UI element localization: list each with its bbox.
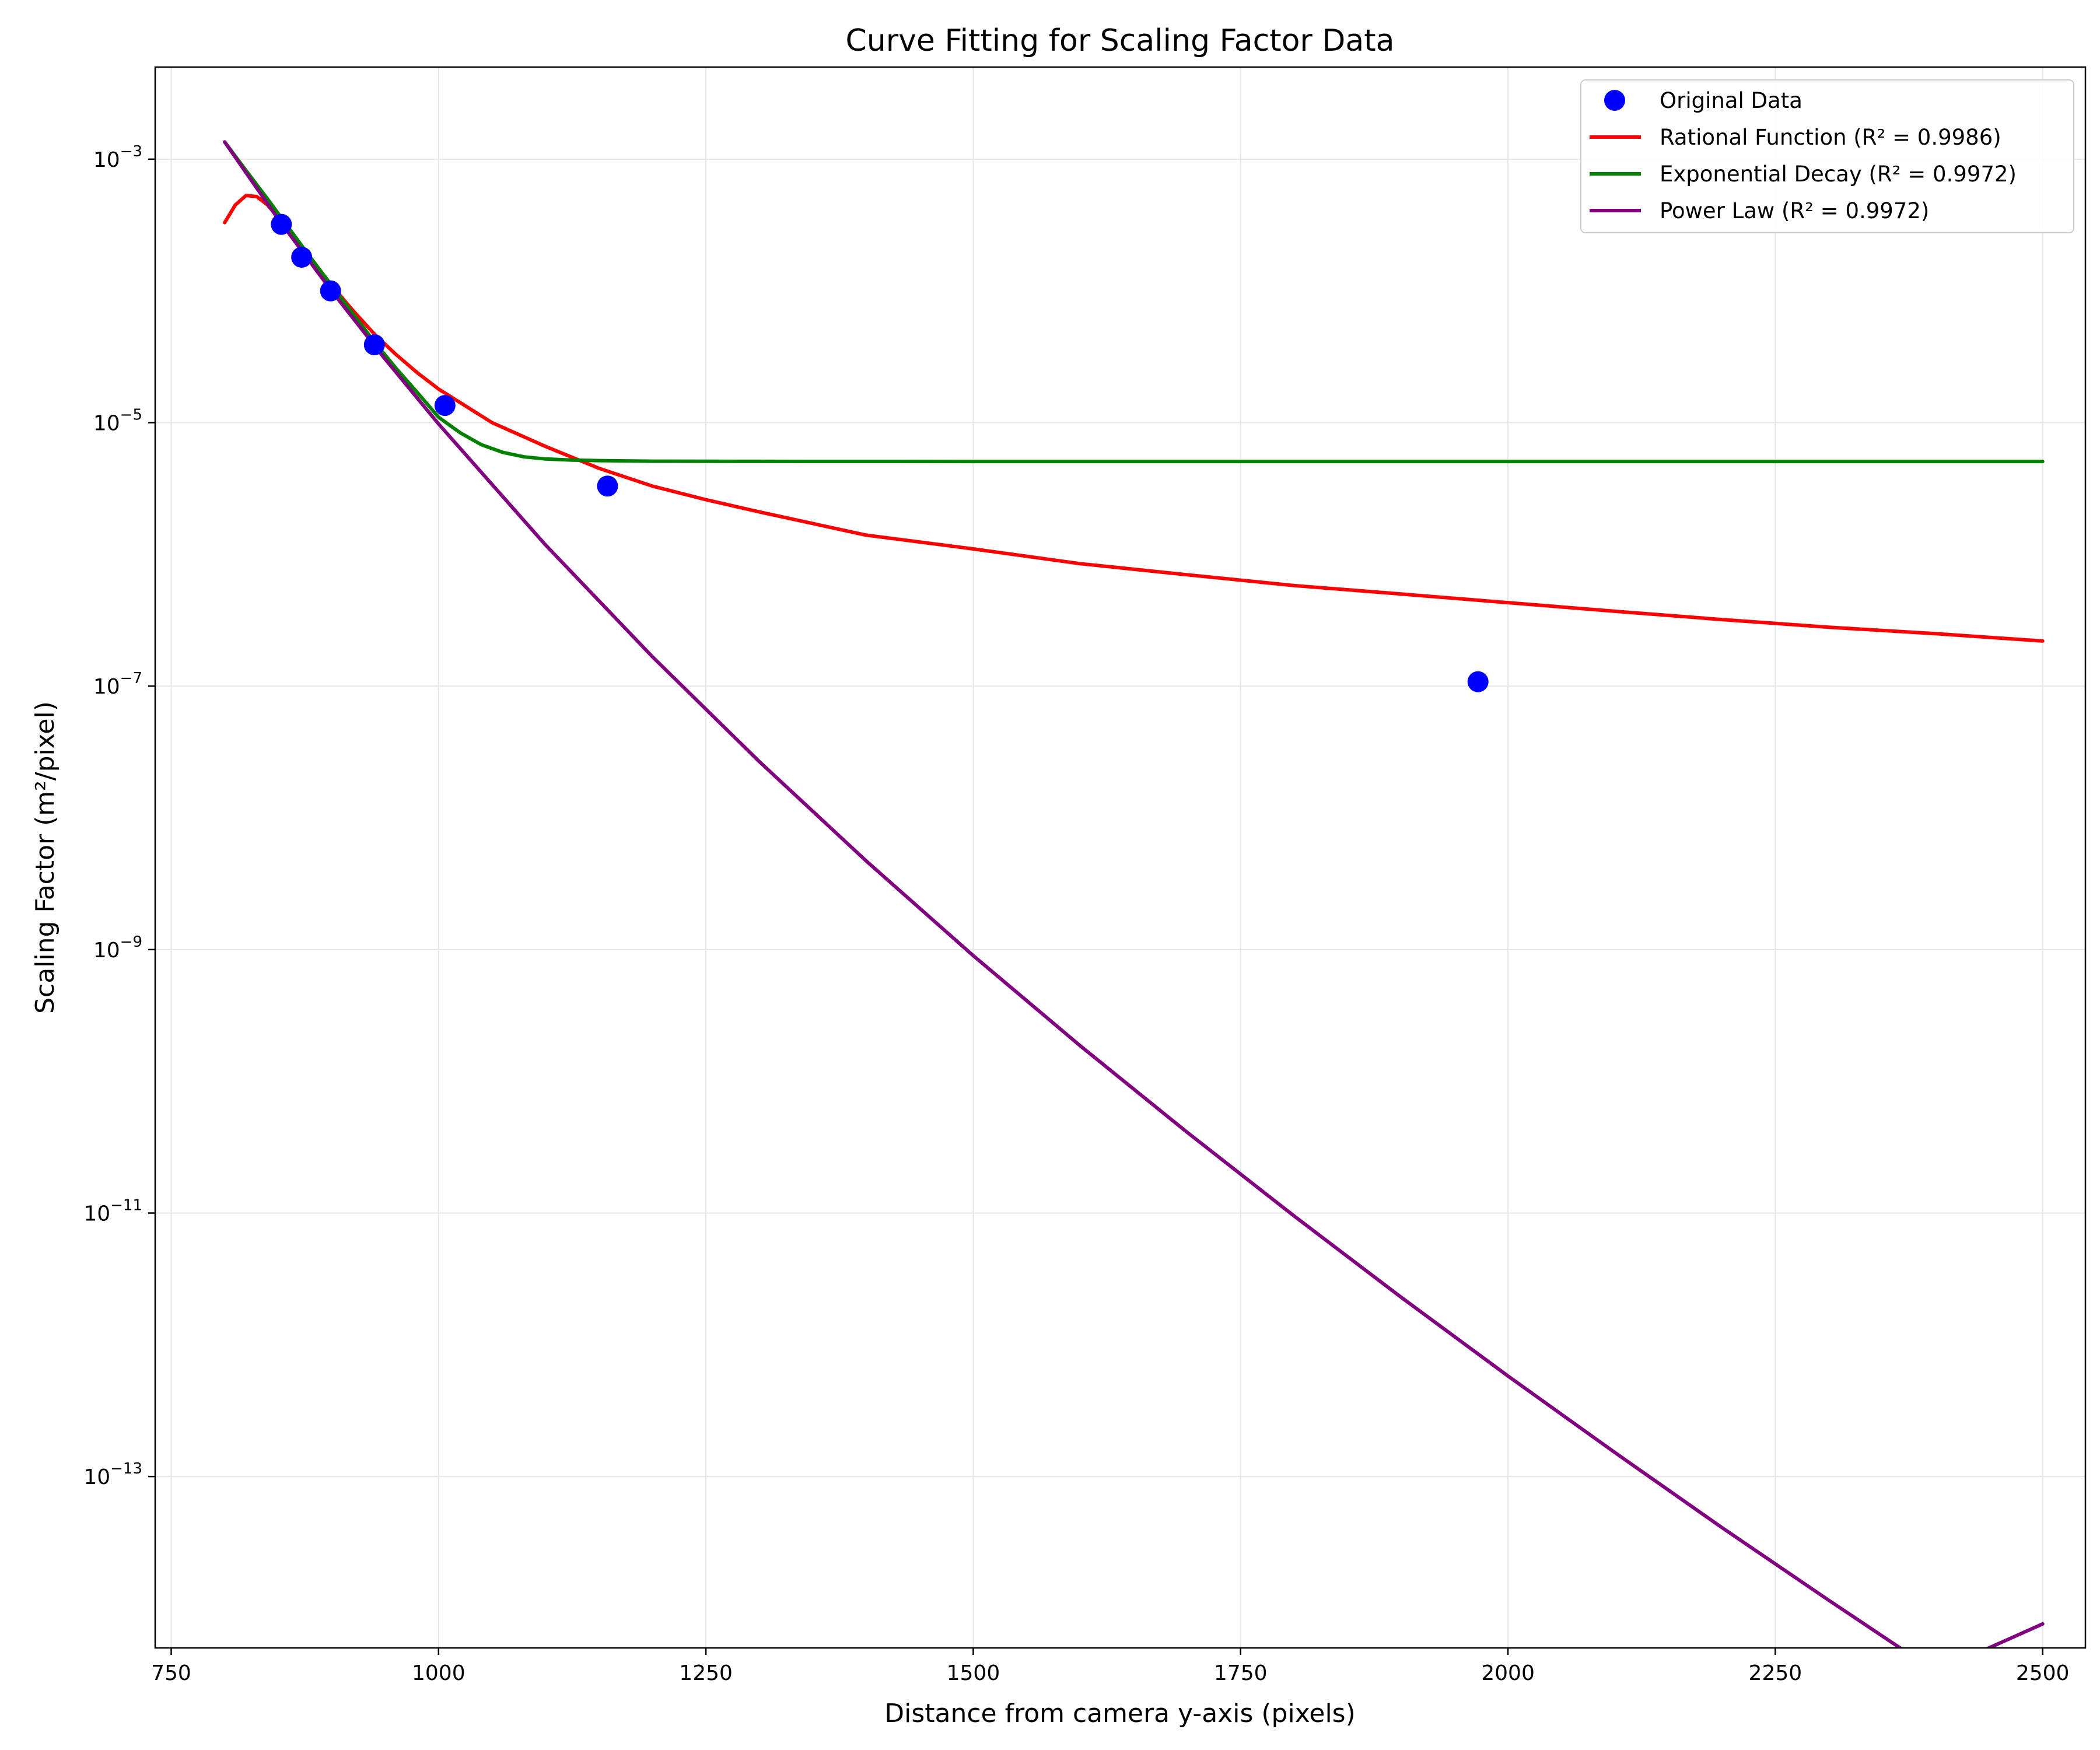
x-tick-label: 2000 (1481, 1661, 1535, 1685)
chart-title: Curve Fitting for Scaling Factor Data (846, 23, 1395, 58)
y-tick-label: 10−11 (83, 1197, 142, 1226)
x-tick-label: 1750 (1214, 1661, 1268, 1685)
y-tick-base: 10 (93, 412, 120, 436)
y-tick-label: 10−5 (93, 407, 142, 436)
y-tick-exponent: −13 (110, 1460, 142, 1478)
legend-label: Exponential Decay (R² = 0.9972) (1660, 162, 2017, 187)
x-tick-label: 1500 (947, 1661, 1000, 1685)
y-tick-label: 10−3 (93, 143, 142, 172)
y-tick-exponent: −5 (120, 407, 142, 424)
data-point (1467, 671, 1489, 692)
y-tick-base: 10 (93, 148, 120, 172)
y-tick-label: 10−7 (93, 670, 142, 699)
grid (155, 67, 2085, 1648)
y-tick-base: 10 (93, 675, 120, 699)
x-tick-label: 2500 (2016, 1661, 2070, 1685)
legend-box (1580, 79, 2074, 233)
legend-marker (1604, 90, 1625, 111)
y-tick-exponent: −11 (110, 1197, 142, 1214)
data-point (320, 280, 341, 302)
data-point (597, 475, 618, 497)
plot-frame (154, 66, 2087, 1649)
x-axis-title: Distance from camera y-axis (pixels) (884, 1699, 1356, 1728)
x-tick-label: 1000 (412, 1661, 466, 1685)
x-tick-label: 750 (151, 1661, 191, 1685)
y-tick-exponent: −9 (120, 933, 142, 951)
x-tick-label: 2250 (1749, 1661, 1803, 1685)
x-tick-label: 1250 (679, 1661, 733, 1685)
series-line-2 (223, 140, 2045, 1648)
data-point (271, 214, 292, 235)
legend-label: Rational Function (R² = 0.9986) (1660, 125, 2001, 150)
y-tick-label: 10−13 (83, 1460, 142, 1489)
x-axis: 750 1000 1250 1500 1750 2000 2250 2500 (151, 1648, 2069, 1685)
legend: Original Data Rational Function (R² = 0.9… (1580, 79, 2074, 233)
scatter-group (271, 214, 1489, 692)
y-tick-base: 10 (83, 1465, 110, 1489)
y-tick-exponent: −3 (120, 143, 142, 160)
y-tick-label: 10−9 (93, 933, 142, 963)
data-point (291, 247, 313, 268)
y-tick-base: 10 (83, 1202, 110, 1226)
data-point (434, 395, 456, 416)
y-tick-exponent: −7 (120, 670, 142, 687)
y-tick-base: 10 (93, 939, 120, 963)
legend-label: Original Data (1660, 88, 1803, 113)
y-axis-title: Scaling Factor (m²/pixel) (30, 701, 60, 1014)
data-point (363, 334, 385, 356)
legend-label: Power Law (R² = 0.9972) (1660, 198, 1929, 223)
